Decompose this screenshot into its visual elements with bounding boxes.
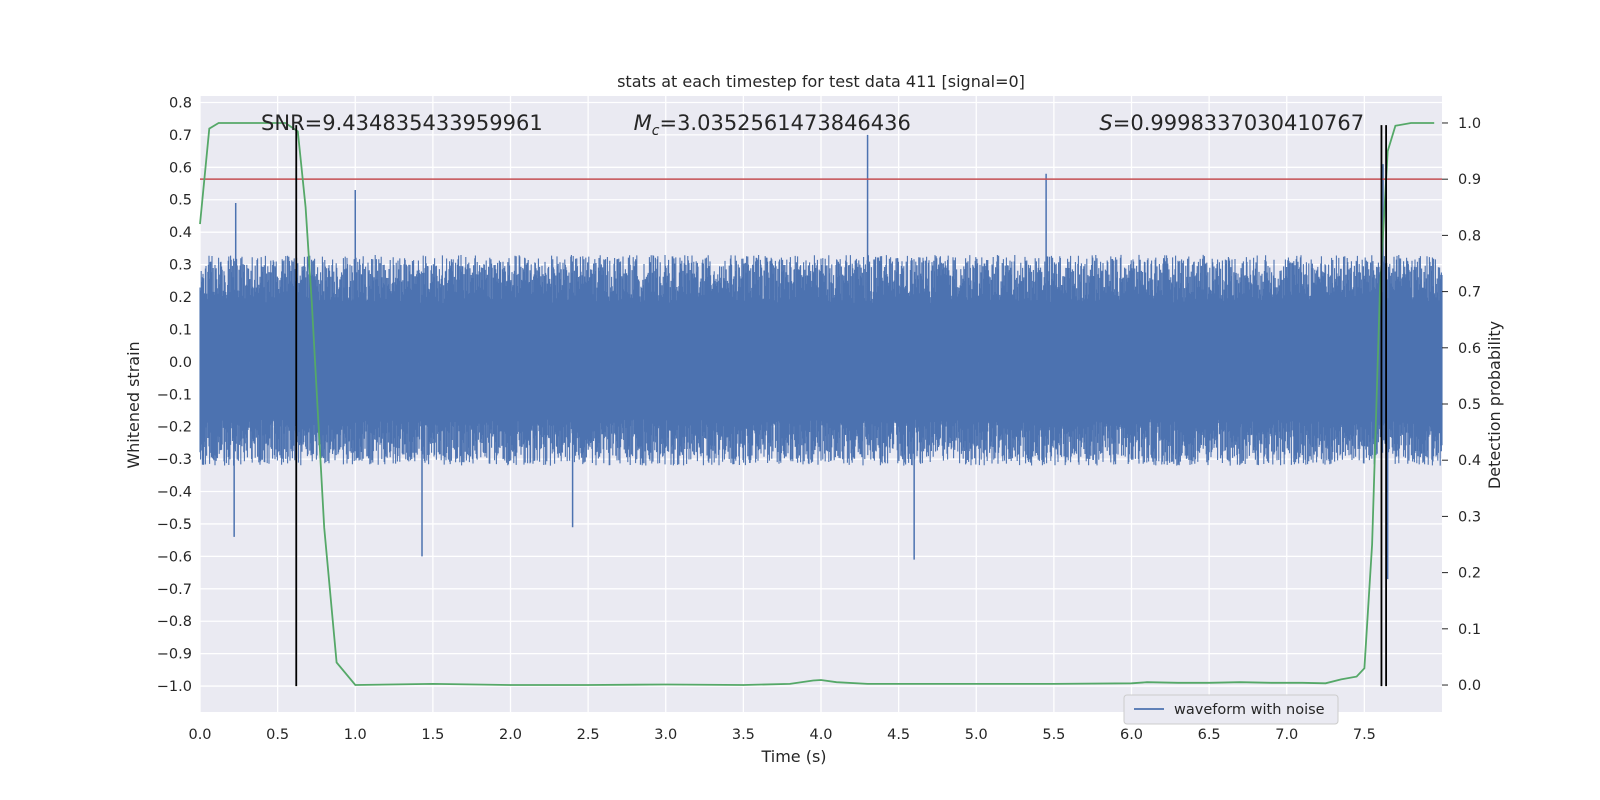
y-tick-label: 0.4 (169, 225, 192, 241)
annotation-2: S=0.9998337030410767 (1099, 111, 1364, 135)
y-tick-label: −0.7 (157, 582, 192, 598)
x-tick-label: 1.5 (421, 727, 444, 743)
y-tick-label: 0.5 (169, 193, 192, 209)
annotation-0: SNR=9.434835433959961 (261, 111, 543, 135)
annotation-1: Mc=3.0352561473846436 (634, 111, 911, 139)
y2-axis-label: Detection probability (1485, 321, 1504, 489)
detection-markers (295, 125, 1388, 687)
y-tick-label: −1.0 (157, 679, 192, 695)
y2-tick-label: 0.8 (1458, 228, 1481, 244)
y-tick-label: 0.7 (169, 128, 192, 144)
y2-tick-label: 0.7 (1458, 285, 1481, 301)
y-tick-label: −0.3 (157, 452, 192, 468)
x-tick-label: 7.5 (1353, 727, 1376, 743)
y2-tick-label: 0.5 (1458, 397, 1481, 413)
x-tick-label: 7.0 (1275, 727, 1298, 743)
annotation-value: =0.9998337030410767 (1113, 111, 1364, 135)
y-tick-label: 0.1 (169, 322, 192, 338)
y2-tick-label: 0.0 (1458, 678, 1481, 694)
y2-tick-label: 0.4 (1458, 453, 1481, 469)
series-detection-probability (199, 122, 1435, 686)
y-tick-label: −0.5 (157, 517, 192, 533)
chart-title: stats at each timestep for test data 411… (617, 72, 1025, 91)
y-tick-label: −0.2 (157, 420, 192, 436)
tick-labels: 0.0 0.5 1.0 1.5 2.0 2.5 3.0 3.5 4.0 4.5 5.0 5.5 6.0 6… (157, 95, 1481, 743)
series-waveform-with-noise (199, 134, 1443, 580)
x-tick-label: 3.0 (654, 727, 677, 743)
x-tick-label: 6.0 (1120, 727, 1143, 743)
x-tick-label: 5.0 (965, 727, 988, 743)
annotation-symbol: M (634, 111, 652, 135)
y-tick-label: 0.3 (169, 258, 192, 274)
legend-label: waveform with noise (1174, 702, 1325, 718)
y-tick-label: 0.6 (169, 160, 192, 176)
y-tick-label: −0.6 (157, 549, 192, 565)
annotation-subscript: c (652, 123, 660, 139)
x-tick-label: 6.5 (1198, 727, 1221, 743)
x-tick-label: 2.5 (577, 727, 600, 743)
y2-tick-label: 0.3 (1458, 509, 1481, 525)
annotation-symbol: S (1099, 111, 1112, 135)
y-tick-label: 0.8 (169, 95, 192, 111)
x-tick-label: 3.5 (732, 727, 755, 743)
x-tick-label: 0.5 (266, 727, 289, 743)
annotations: SNR=9.434835433959961 Mc=3.03525614738464… (261, 111, 1364, 139)
y-tick-label: −0.8 (157, 614, 192, 630)
y-tick-label: −0.9 (157, 647, 192, 663)
y-tick-label: 0.0 (169, 355, 192, 371)
y2-tick-label: 0.1 (1458, 622, 1481, 638)
legend: waveform with noise (1123, 694, 1339, 725)
y2-tick-label: 1.0 (1458, 116, 1481, 132)
x-tick-label: 2.0 (499, 727, 522, 743)
legend-box (1123, 694, 1339, 725)
x-tick-label: 1.0 (344, 727, 367, 743)
annotation-value: =3.0352561473846436 (659, 111, 910, 135)
x-axis-label: Time (s) (760, 747, 826, 766)
y-tick-label: 0.2 (169, 290, 192, 306)
y2-tick-label: 0.6 (1458, 341, 1481, 357)
y-axis-label: Whitened strain (124, 341, 143, 468)
probability-line (199, 122, 1435, 686)
y-tick-label: −0.4 (157, 485, 192, 501)
y-tick-label: −0.1 (157, 387, 192, 403)
annotation-value: SNR=9.434835433959961 (261, 111, 543, 135)
x-tick-label: 0.0 (188, 727, 211, 743)
y2-tick-label: 0.9 (1458, 172, 1481, 188)
x-tick-label: 5.5 (1042, 727, 1065, 743)
waveform-band (199, 254, 1443, 466)
x-tick-label: 4.5 (887, 727, 910, 743)
x-tick-label: 4.0 (809, 727, 832, 743)
y2-tick-label: 0.2 (1458, 566, 1481, 582)
